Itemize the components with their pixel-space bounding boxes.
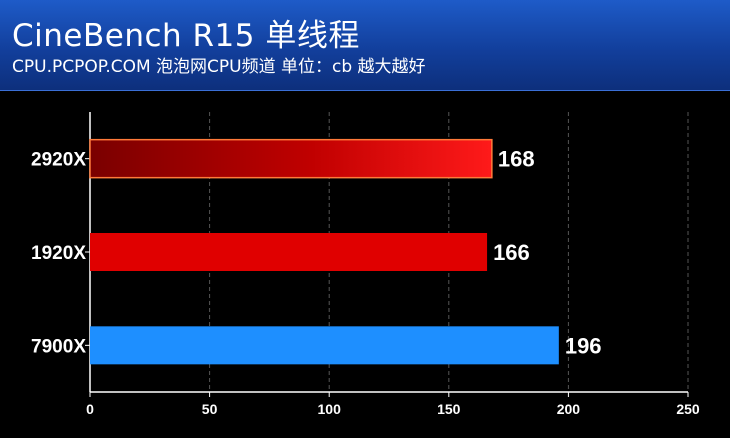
x-tick-label: 0 (86, 401, 94, 417)
category-label: 7900X (31, 336, 86, 357)
bar-2920x (89, 138, 493, 179)
value-label: 168 (498, 147, 535, 172)
chart-title: CineBench R15 单线程 (12, 18, 360, 54)
labels: 0 50 100 150 200 250 2920X 168 1920X 166 7900X 196 (31, 147, 700, 417)
bar-7900x (90, 326, 559, 365)
value-label: 166 (493, 240, 530, 265)
x-tick-label: 200 (557, 401, 581, 417)
chart-subtitle: CPU.PCPOP.COM 泡泡网CPU频道 单位：cb 越大越好 (12, 57, 426, 77)
category-label: 2920X (31, 150, 86, 171)
x-tick-label: 250 (676, 401, 700, 417)
bars (89, 138, 559, 365)
x-tick-label: 50 (202, 401, 218, 417)
chart-header: CineBench R15 单线程 CPU.PCPOP.COM 泡泡网CPU频道… (0, 0, 730, 91)
x-tick-label: 150 (437, 401, 461, 417)
x-tick-label: 100 (318, 401, 342, 417)
value-label: 196 (565, 333, 602, 358)
category-label: 1920X (31, 243, 86, 264)
bar-1920x (90, 233, 488, 271)
